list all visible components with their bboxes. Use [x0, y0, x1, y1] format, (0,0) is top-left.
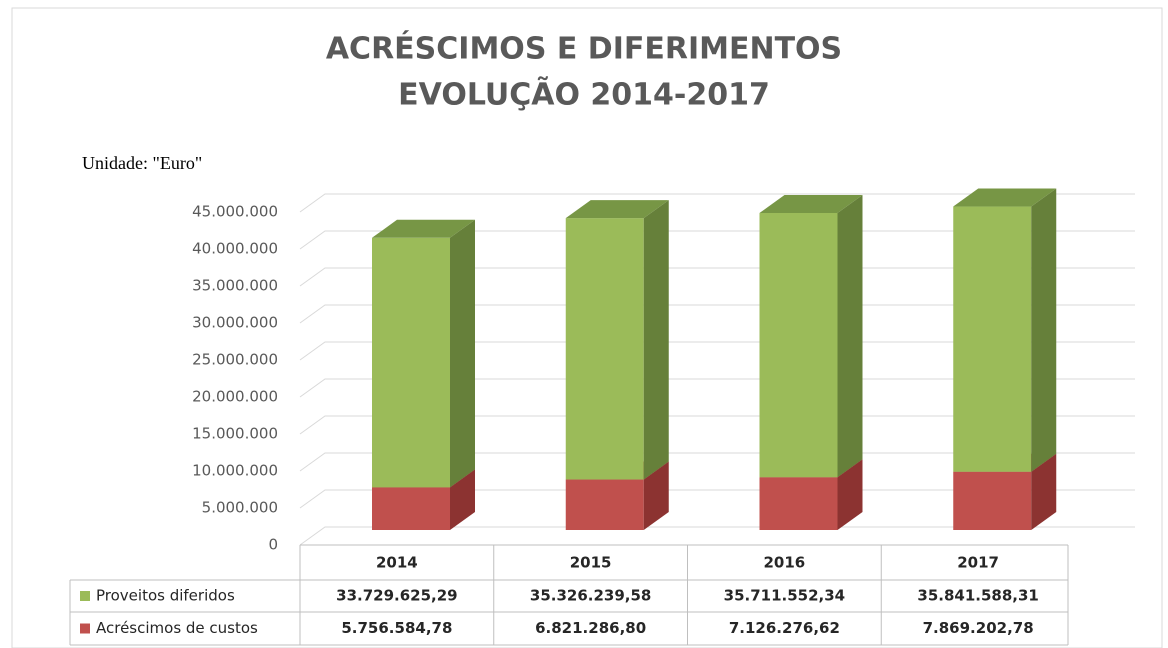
bar-side [1031, 188, 1057, 472]
grid-line [299, 267, 1135, 287]
x-tick-label: 2014 [376, 554, 418, 572]
bar-front [372, 487, 450, 530]
data-label: 7.126.276,62 [729, 619, 840, 637]
y-tick-label: 10.000.000 [192, 462, 278, 480]
y-tick-label: 35.000.000 [192, 277, 278, 295]
y-tick-label: 20.000.000 [192, 388, 278, 406]
bar-side [450, 219, 475, 488]
data-label: 33.729.625,29 [336, 587, 457, 605]
grid-line [299, 415, 1135, 435]
data-label: 7.869.202,78 [923, 619, 1034, 637]
y-tick-label: 15.000.000 [192, 425, 278, 443]
y-tick-label: 40.000.000 [192, 240, 278, 258]
bar-top [759, 195, 863, 214]
y-tick-label: 45.000.000 [192, 203, 278, 221]
chart-title: ACRÉSCIMOS E DIFERIMENTOS [326, 31, 842, 67]
bar-side [837, 459, 863, 530]
data-label: 6.821.286,80 [535, 619, 646, 637]
grid-line [299, 489, 1135, 509]
data-label: 5.756.584,78 [341, 619, 452, 637]
grid-line [299, 378, 1135, 398]
grid-line [299, 341, 1135, 361]
bar-front [372, 237, 450, 488]
bar-front [759, 477, 838, 530]
bar-side [837, 195, 863, 478]
chart-subtitle: EVOLUÇÃO 2014-2017 [398, 76, 770, 113]
data-label: 35.326.239,58 [530, 587, 651, 605]
bar-front [953, 471, 1032, 530]
bar-top [953, 188, 1057, 207]
bar-front [759, 213, 838, 478]
x-tick-label: 2017 [957, 554, 999, 572]
y-tick-label: 0 [268, 536, 278, 554]
bar-top [372, 219, 475, 238]
grid-line [299, 452, 1135, 472]
x-tick-label: 2016 [764, 554, 806, 572]
bar-side [450, 469, 475, 530]
x-tick-label: 2015 [570, 554, 612, 572]
bar-front [565, 479, 644, 530]
legend-label: Proveitos diferidos [96, 587, 235, 605]
y-tick-label: 5.000.000 [202, 499, 278, 517]
grid-line [299, 193, 1135, 213]
grid-line [299, 304, 1135, 324]
y-tick-label: 30.000.000 [192, 314, 278, 332]
bar-front [565, 218, 644, 480]
grid-line [299, 230, 1135, 250]
legend-swatch [80, 591, 90, 601]
bar-top [565, 200, 669, 219]
data-label: 35.841.588,31 [917, 587, 1038, 605]
unit-label: Unidade: "Euro" [82, 153, 202, 173]
legend-label: Acréscimos de custos [96, 619, 258, 637]
data-label: 35.711.552,34 [724, 587, 845, 605]
bar-side [643, 461, 669, 530]
legend-swatch [80, 623, 90, 634]
bar-side [1031, 453, 1057, 530]
grid-line [299, 526, 1135, 546]
bar-side [643, 200, 669, 480]
y-tick-label: 25.000.000 [192, 351, 278, 369]
bar-front [953, 206, 1032, 472]
